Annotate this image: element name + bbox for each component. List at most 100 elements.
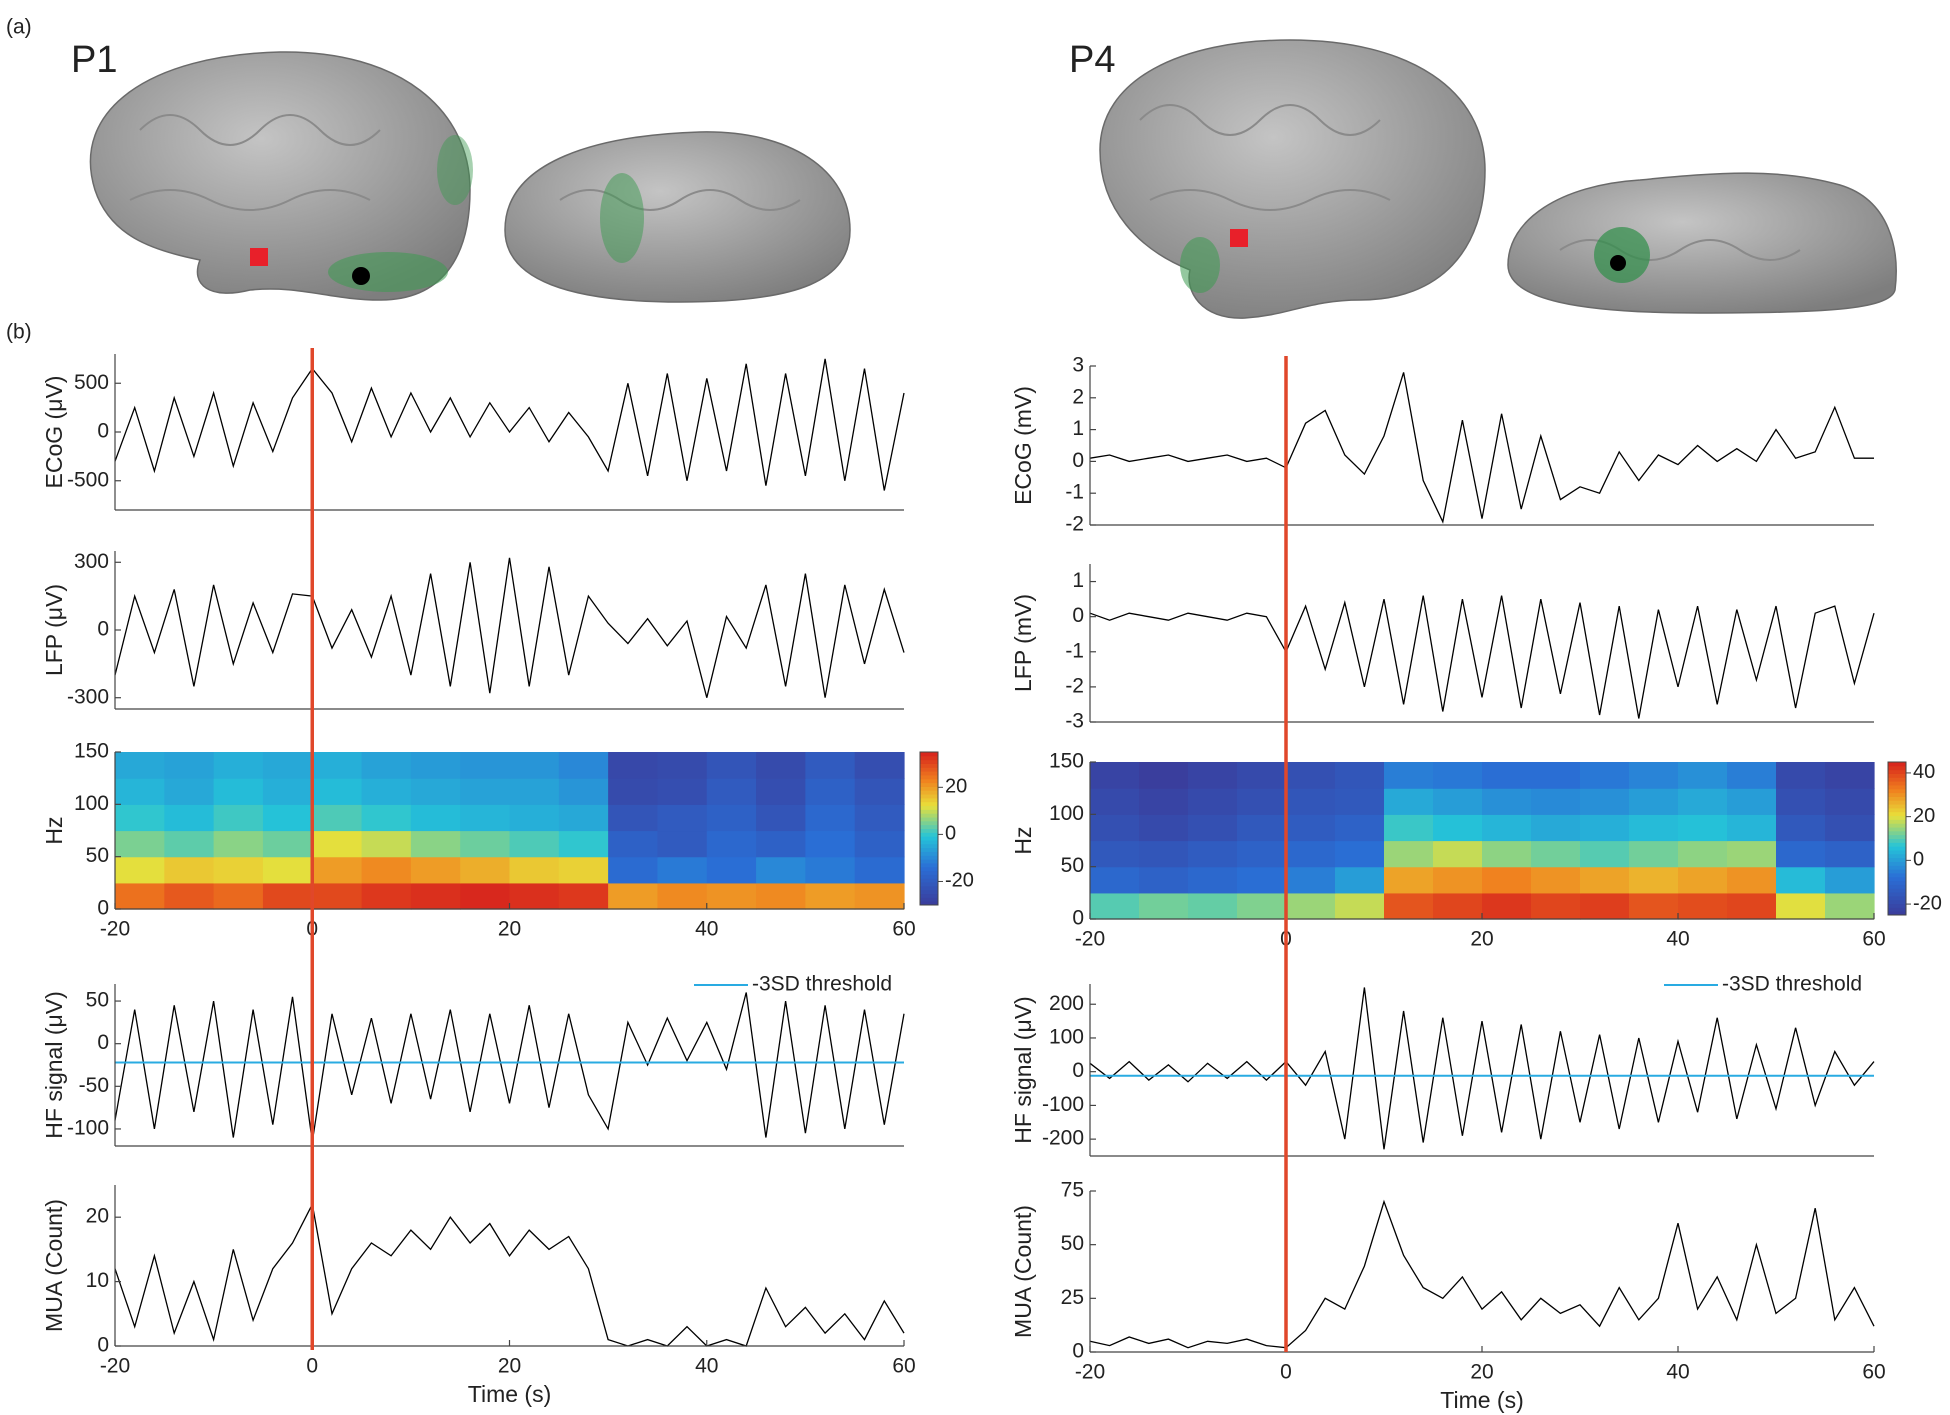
heatmap-cell [460, 856, 511, 884]
heatmap-cell [558, 778, 609, 805]
heatmap-cell [558, 804, 609, 832]
heatmap-cell [213, 830, 264, 858]
heatmap-cell [1139, 762, 1189, 789]
heatmap-cell [1678, 892, 1728, 920]
heatmap-cell [657, 882, 708, 910]
y-axis-label: LFP (μV) [41, 584, 67, 676]
colorbar-step [920, 843, 938, 849]
heatmap-cell [361, 752, 412, 779]
heatmap-cell [1188, 814, 1238, 842]
y-tick-label: -500 [67, 468, 109, 491]
colorbar-step [920, 855, 938, 860]
colorbar-step [920, 782, 938, 787]
heatmap-cell [1727, 840, 1777, 868]
heatmap-cell [1727, 892, 1777, 920]
y-tick-label: 0 [1072, 1340, 1084, 1363]
heatmap-cell [1825, 892, 1875, 920]
colorbar-step [920, 759, 938, 764]
heatmap-cell [1139, 892, 1189, 920]
heatmap-cell [1825, 814, 1875, 842]
heatmap-cell [509, 752, 560, 779]
colorbar-tick-label: -20 [945, 870, 974, 892]
x-tick-label: 20 [498, 918, 521, 941]
y-tick-label: 3 [1072, 354, 1084, 377]
heatmap-cell [1090, 814, 1140, 842]
colorbar-step [1888, 869, 1906, 874]
heatmap-cell [756, 830, 806, 858]
x-tick-label: 20 [1470, 928, 1493, 951]
heatmap-cell [1776, 814, 1826, 842]
heatmap-cell [805, 830, 856, 858]
y-tick-label: 2 [1072, 385, 1084, 408]
heatmap-cell [509, 830, 560, 858]
colorbar-step [1888, 907, 1906, 912]
y-axis-label: MUA (Count) [41, 1199, 67, 1332]
colorbar-tick-label: 20 [945, 776, 967, 798]
colorbar-step [920, 836, 938, 841]
heatmap-cell [706, 778, 757, 805]
heatmap-cell [1286, 866, 1336, 894]
heatmap-cell [1139, 840, 1189, 868]
heatmap-cell [509, 804, 560, 832]
y-axis-label: LFP (mV) [1010, 594, 1036, 692]
heatmap-cell [1384, 762, 1434, 789]
heatmap-cell [1335, 788, 1385, 815]
y-tick-label: 1 [1072, 417, 1084, 440]
colorbar-step [1888, 827, 1906, 832]
panel-label: (a) [6, 16, 32, 39]
heatmap-cell [1188, 762, 1238, 789]
colorbar-step [1888, 823, 1906, 828]
heatmap-cell [657, 830, 708, 858]
heatmap-cell [312, 856, 363, 884]
colorbar-step [920, 874, 938, 879]
heatmap-cell [262, 752, 313, 779]
heatmap-cell [410, 830, 461, 858]
colorbar-step [1888, 804, 1906, 809]
heatmap-cell [213, 804, 264, 832]
heatmap-cell [1433, 866, 1483, 894]
colorbar-step [1888, 834, 1906, 839]
colorbar-step [920, 778, 938, 784]
heatmap-cell [1629, 762, 1679, 789]
heatmap-cell [1678, 788, 1728, 815]
heatmap-cell [361, 830, 412, 858]
signal-trace [114, 358, 905, 491]
y-tick-label: 0 [97, 897, 109, 920]
colorbar-step [1888, 892, 1906, 897]
y-tick-label: -50 [79, 1074, 109, 1097]
heatmap-cell [805, 804, 856, 832]
colorbar-step [1888, 842, 1906, 847]
heatmap-cell [1825, 840, 1875, 868]
heatmap-cell [509, 856, 560, 884]
heatmap-cell [1286, 840, 1336, 868]
y-tick-label: 100 [1049, 802, 1084, 825]
colorbar-step [920, 839, 938, 845]
heatmap-cell [115, 778, 165, 805]
y-tick-label: 200 [1049, 992, 1084, 1015]
heatmap-cell [558, 752, 609, 779]
y-axis-label: ECoG (μV) [41, 376, 67, 489]
heatmap-cell [1776, 762, 1826, 789]
heatmap-cell [1678, 840, 1728, 868]
heatmap-cell [1090, 892, 1140, 920]
heatmap-cell [854, 778, 905, 805]
heatmap-cell [361, 856, 412, 884]
legend-label: -3SD threshold [752, 973, 892, 996]
subject-label: P1 [71, 39, 117, 81]
heatmap-cell [115, 804, 165, 832]
y-axis-label: Hz [41, 816, 67, 844]
y-axis-label: ECoG (mV) [1010, 386, 1036, 505]
x-tick-label: 40 [695, 1355, 718, 1378]
colorbar-step [920, 862, 938, 868]
colorbar-step [920, 847, 938, 852]
colorbar-step [920, 805, 938, 810]
heatmap-cell [1531, 814, 1581, 842]
x-tick-label: 60 [1862, 928, 1885, 951]
heatmap-cell [262, 804, 313, 832]
colorbar-step [1888, 769, 1906, 774]
heatmap-cell [1727, 762, 1777, 789]
heatmap-cell [1825, 788, 1875, 815]
y-tick-label: 0 [97, 420, 109, 443]
heatmap-cell [1629, 788, 1679, 815]
